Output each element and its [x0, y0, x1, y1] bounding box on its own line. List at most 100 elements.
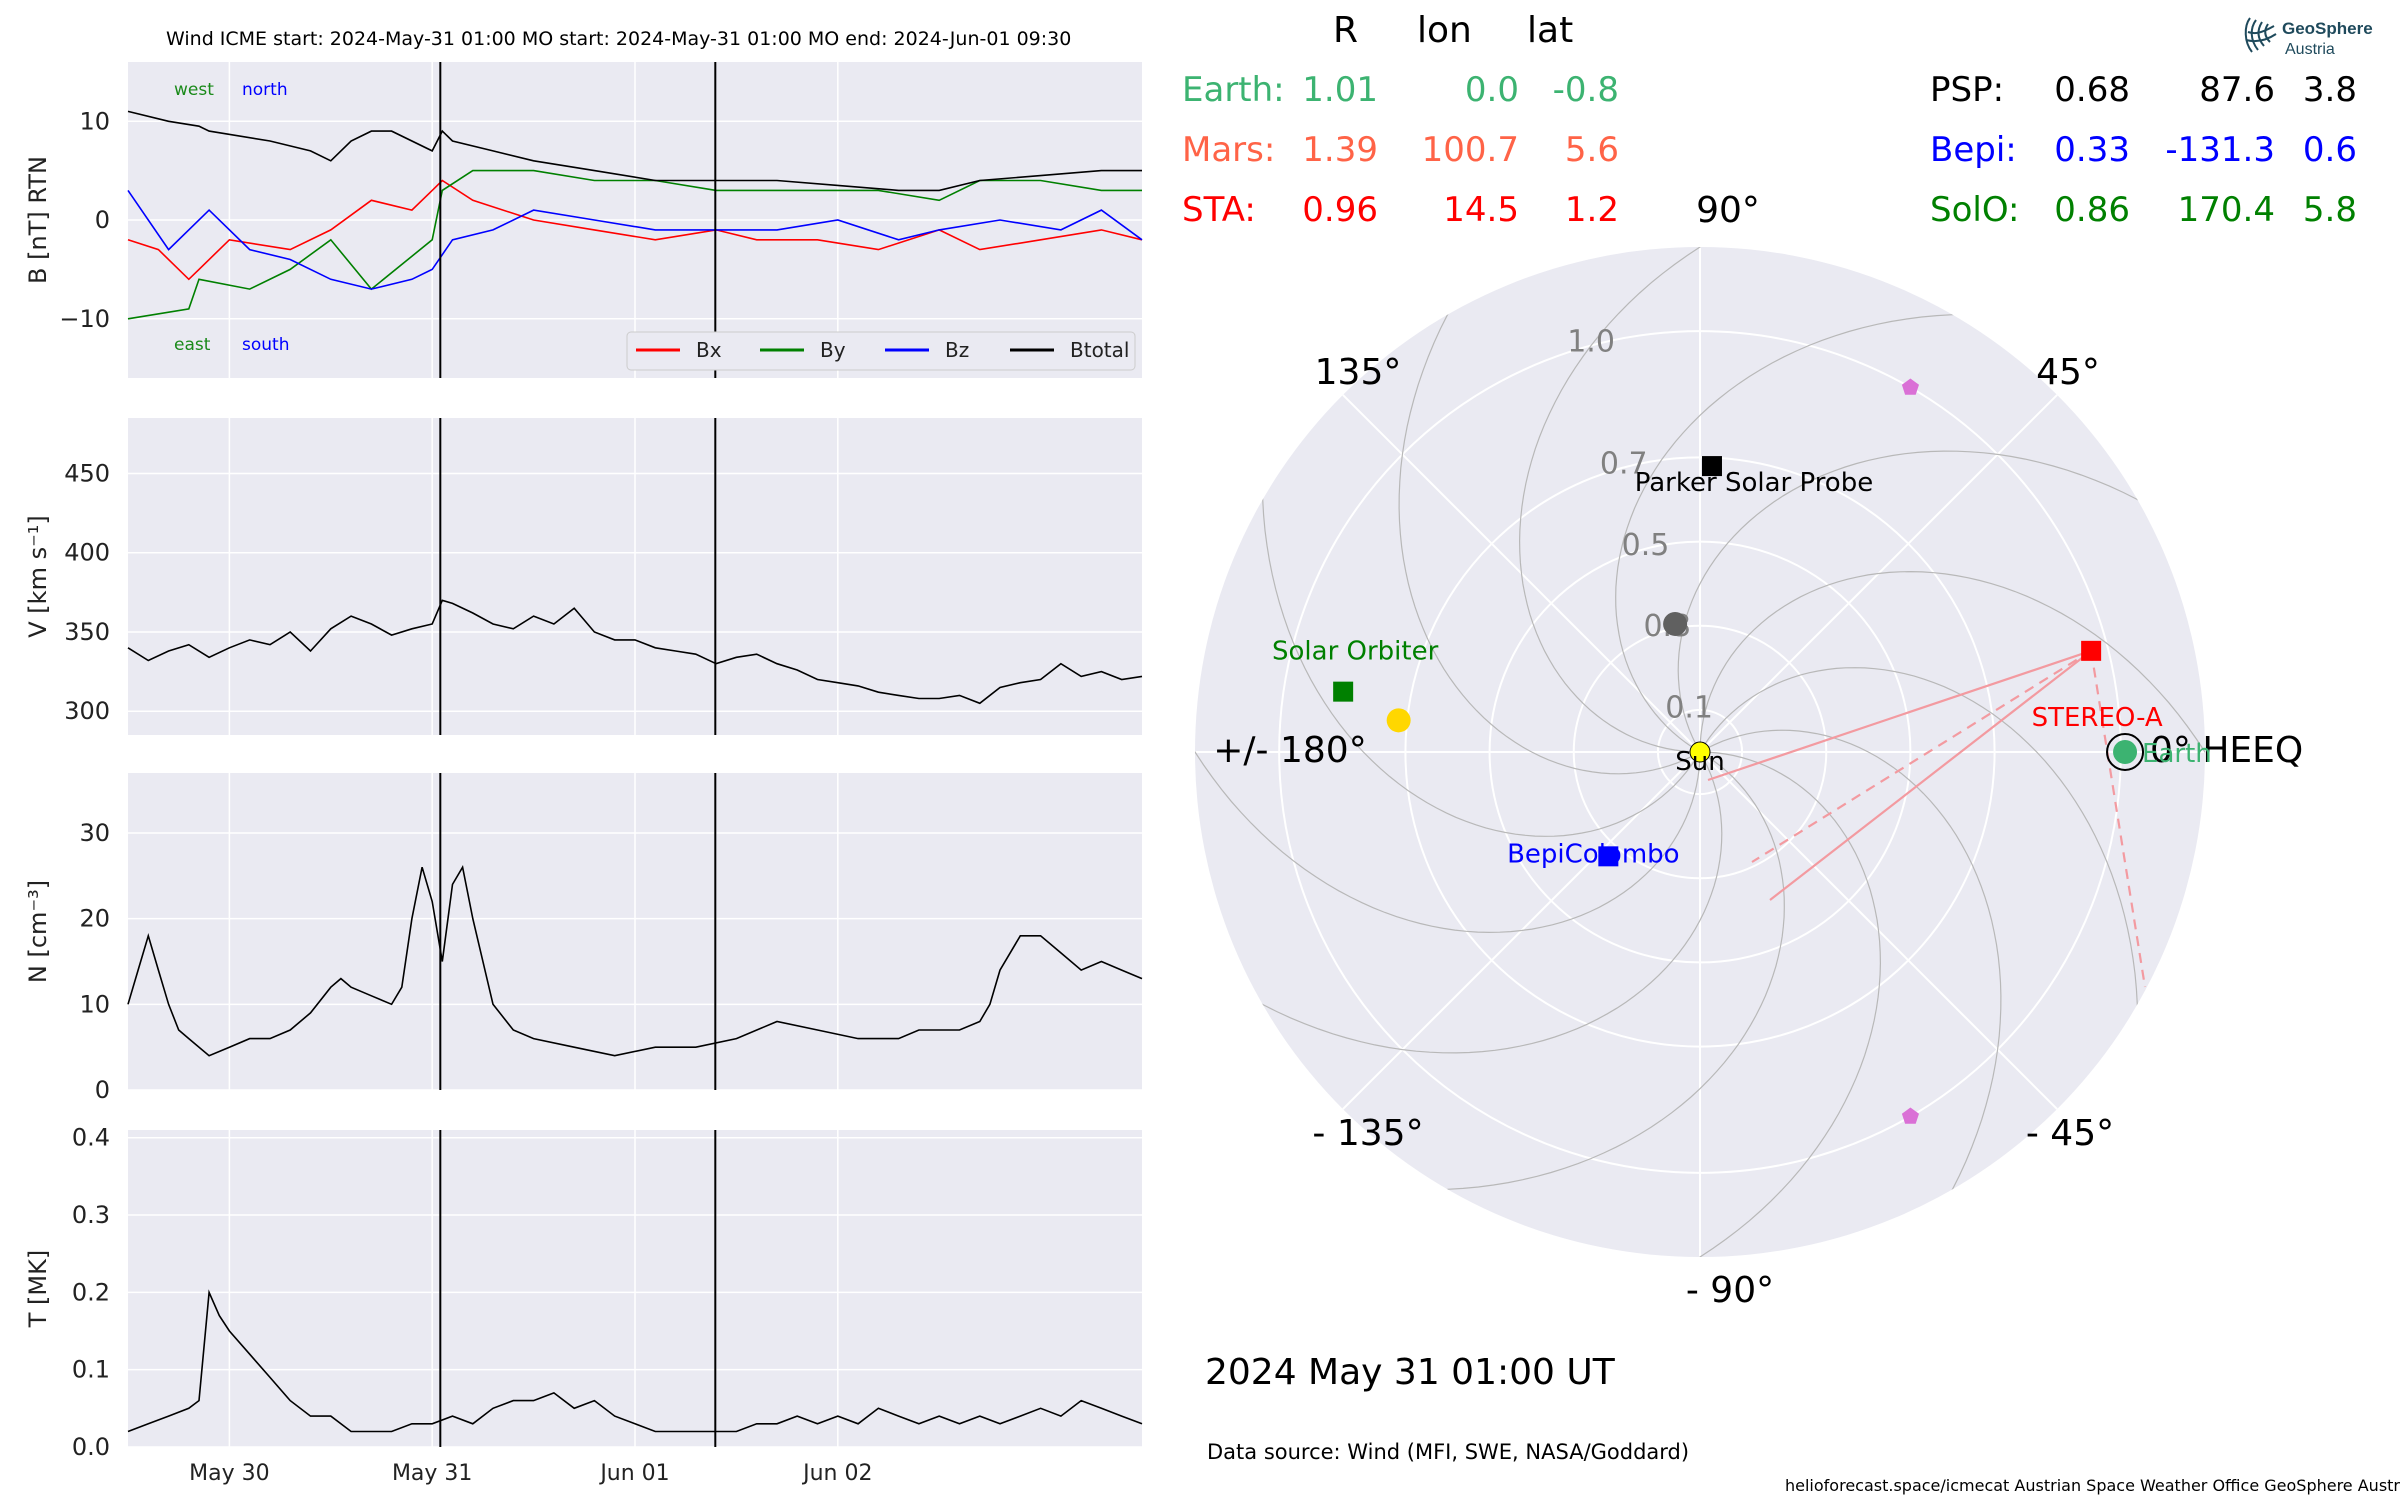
r-tick-label: 0.7: [1600, 446, 1648, 481]
marker-Parker Solar Probe: [1701, 456, 1722, 477]
y-axis-label: T [MK]: [24, 1250, 52, 1328]
position-name: SolO:: [1930, 190, 2020, 230]
parker-spiral: [1699, 729, 2002, 1218]
x-tick-label: Jun 01: [598, 1461, 669, 1486]
parker-spiral: [1518, 247, 1728, 753]
point-label-Earth: Earth: [2142, 739, 2212, 769]
position-lat: 1.2: [1564, 190, 1619, 230]
angle-label: +/- 180°: [1213, 730, 1366, 771]
angle-label: - 135°: [1312, 1113, 1423, 1154]
x-tick-label: May 31: [392, 1461, 472, 1486]
legend-box: [626, 331, 1136, 371]
position-lon: -131.3: [2165, 130, 2275, 170]
angle-label: - 45°: [2026, 1113, 2114, 1154]
position-lat: -0.8: [1552, 70, 1619, 110]
position-r: 0.68: [2054, 70, 2130, 110]
fov-line: [1751, 649, 2092, 863]
header-lat: lat: [1527, 10, 1574, 51]
timeseries-panels: 10 0 −10B [nT] RTN west north east south Bx By Bz…: [24, 62, 1143, 1486]
chart-title: Wind ICME start: 2024-May-31 01:00 MO st…: [166, 28, 1072, 50]
parker-spiral: [1195, 724, 1701, 934]
series-line-Btotal: [127, 110, 1142, 192]
position-lon: 0.0: [1464, 70, 1519, 110]
legend-label-Bz: Bz: [945, 338, 969, 362]
fov-line: [1707, 649, 2092, 782]
series-line-Bz: [127, 189, 1143, 290]
series-line-T: [127, 1289, 1143, 1433]
position-r: 1.39: [1302, 130, 1378, 170]
data-source: Data source: Wind (MFI, SWE, NASA/Goddar…: [1207, 1440, 1690, 1464]
point-label-BepiColombo: BepiColombo: [1507, 839, 1680, 869]
position-lat: 5.8: [2302, 190, 2357, 230]
parker-spiral: [1699, 667, 2139, 1037]
geosphere-logo: GeoSphere Austria: [2240, 12, 2390, 62]
position-lat: 3.8: [2302, 70, 2357, 110]
series-line-V: [127, 599, 1143, 705]
annotation-west: west: [174, 80, 214, 100]
marker-Sun: [1689, 741, 1711, 763]
logo-line1: GeoSphere: [2282, 19, 2373, 38]
parker-spiral: [1615, 313, 1985, 753]
x-tick-label: May 30: [189, 1461, 269, 1486]
parker-spirals: [1195, 247, 2205, 1257]
angle-label: 135°: [1315, 352, 1402, 393]
legend-label-Bx: Bx: [696, 338, 722, 362]
y-tick-label: 300: [64, 697, 110, 725]
marker-Venus: [1386, 708, 1411, 733]
r-tick-label: 0.1: [1665, 690, 1713, 725]
header-lon: lon: [1417, 10, 1472, 51]
angle-label: 0° HEEQ: [2150, 730, 2303, 771]
logo-line2: Austria: [2285, 41, 2335, 58]
marker-L4: [1901, 378, 1919, 395]
y-tick-label: 0.1: [72, 1356, 110, 1384]
y-tick-label: 10: [79, 107, 110, 135]
y-tick-label: 400: [64, 539, 110, 567]
footer-credits: helioforecast.space/icmecat Austrian Spa…: [1785, 1476, 2400, 1495]
series-line-Bx: [127, 179, 1143, 281]
angle-label: 45°: [2036, 352, 2100, 393]
parker-spiral: [1699, 570, 2205, 780]
header-r: R: [1333, 10, 1359, 51]
earth-ring: [2106, 733, 2145, 771]
y-tick-label: 0.0: [72, 1433, 110, 1461]
panel-N: 30 20 10 0 N [cm⁻³]: [24, 773, 1143, 1104]
point-label-Sun: Sun: [1675, 747, 1724, 777]
position-lon: 14.5: [1443, 190, 1519, 230]
angle-label: 90°: [1696, 190, 1760, 231]
point-label-Parker Solar Probe: Parker Solar Probe: [1635, 468, 1873, 498]
y-tick-label: 0.3: [72, 1201, 110, 1229]
parker-spiral: [1415, 751, 1785, 1191]
position-lat: 5.6: [1564, 130, 1619, 170]
position-r: 0.86: [2054, 190, 2130, 230]
y-tick-label: 0.2: [72, 1278, 110, 1306]
series-line-By: [127, 169, 1142, 320]
position-name: Bepi:: [1930, 130, 2017, 170]
y-tick-label: 20: [79, 905, 110, 933]
position-lon: 87.6: [2199, 70, 2275, 110]
y-axis-label: B [nT] RTN: [24, 156, 52, 284]
fov-line: [1769, 649, 2092, 901]
legend-label-By: By: [820, 338, 846, 362]
y-tick-label: 0.4: [72, 1124, 110, 1152]
annotation-east: east: [174, 335, 211, 355]
r-tick-label: 0.5: [1622, 528, 1670, 563]
series-line-N: [127, 864, 1143, 1057]
x-tick-label: Jun 02: [801, 1461, 872, 1486]
position-name: STA:: [1182, 190, 1256, 230]
r-tick-label: 1.0: [1567, 325, 1615, 360]
geosphere-logo-icon: GeoSphere Austria: [2244, 17, 2373, 58]
position-name: Earth:: [1182, 70, 1285, 110]
annotation-north: north: [242, 80, 288, 100]
y-tick-label: 0: [95, 206, 110, 234]
position-lon: 170.4: [2177, 190, 2275, 230]
stereo-fov: [1707, 649, 2147, 988]
marker-Earth: [2113, 740, 2138, 764]
panel-B: 10 0 −10B [nT] RTN west north east south Bx By Bz…: [24, 62, 1143, 378]
legend-label-Btotal: Btotal: [1070, 338, 1129, 362]
position-r: 1.01: [1302, 70, 1378, 110]
parker-spiral: [1677, 450, 2166, 753]
point-label-STEREO-A: STEREO-A: [2032, 703, 2163, 733]
y-tick-label: 450: [64, 459, 110, 487]
